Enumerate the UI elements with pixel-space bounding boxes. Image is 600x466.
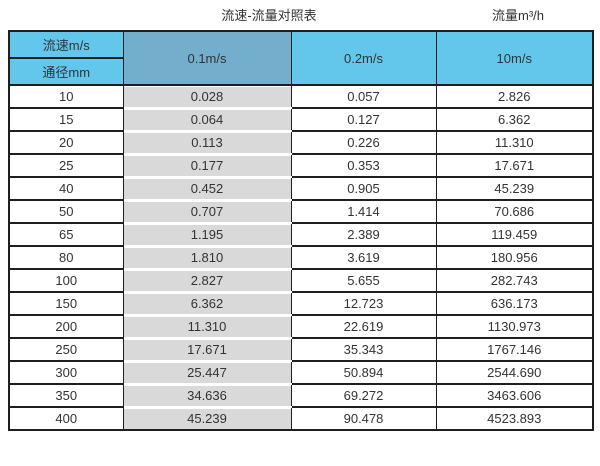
flow-value-cell: 180.956 <box>435 245 594 270</box>
flow-value-cell: 3.619 <box>290 245 437 270</box>
flow-value-cell: 636.173 <box>435 291 594 316</box>
table-row: 15 0.064 0.127 6.362 <box>8 107 594 132</box>
diameter-cell: 400 <box>8 406 124 431</box>
flow-value-cell: 0.353 <box>290 153 437 178</box>
flow-value-cell: 2.827 <box>122 268 292 293</box>
diameter-cell: 250 <box>8 337 124 362</box>
table-row: 100 2.827 5.655 282.743 <box>8 268 594 293</box>
diameter-cell: 300 <box>8 360 124 385</box>
table-row: 65 1.195 2.389 119.459 <box>8 222 594 247</box>
table-body: 10 0.028 0.057 2.826 15 0.064 0.127 6.36… <box>8 84 594 431</box>
diameter-cell: 15 <box>8 107 124 132</box>
table-row: 10 0.028 0.057 2.826 <box>8 84 594 109</box>
flow-value-cell: 50.894 <box>290 360 437 385</box>
table-row: 150 6.362 12.723 636.173 <box>8 291 594 316</box>
flow-value-cell: 22.619 <box>290 314 437 339</box>
header-diameter-label: 通径mm <box>8 57 124 86</box>
flow-value-cell: 4523.893 <box>435 406 594 431</box>
flow-value-cell: 5.655 <box>290 268 437 293</box>
diameter-cell: 10 <box>8 84 124 109</box>
flow-value-cell: 1767.146 <box>435 337 594 362</box>
table-row: 200 11.310 22.619 1130.973 <box>8 314 594 339</box>
flow-value-cell: 1.414 <box>290 199 437 224</box>
flow-value-cell: 69.272 <box>290 383 437 408</box>
title-bar: 流速-流量对照表 流量m³/h <box>0 0 600 30</box>
flow-value-cell: 0.028 <box>122 84 292 109</box>
flow-value-cell: 70.686 <box>435 199 594 224</box>
flow-value-cell: 25.447 <box>122 360 292 385</box>
header-column-0p1ms: 0.1m/s <box>122 30 292 86</box>
table-row: 400 45.239 90.478 4523.893 <box>8 406 594 431</box>
header-column-0p2ms: 0.2m/s <box>290 30 437 86</box>
flow-value-cell: 11.310 <box>435 130 594 155</box>
flow-rate-table: 流速m/s 0.1m/s 0.2m/s 10m/s 通径mm 10 0.028 … <box>8 30 594 431</box>
flow-value-cell: 17.671 <box>122 337 292 362</box>
flow-value-cell: 2.389 <box>290 222 437 247</box>
header-velocity-label: 流速m/s <box>8 30 124 59</box>
flow-value-cell: 34.636 <box>122 383 292 408</box>
flow-value-cell: 0.113 <box>122 130 292 155</box>
flow-value-cell: 35.343 <box>290 337 437 362</box>
flow-value-cell: 2544.690 <box>435 360 594 385</box>
flow-value-cell: 45.239 <box>435 176 594 201</box>
flow-value-cell: 0.064 <box>122 107 292 132</box>
flow-value-cell: 0.127 <box>290 107 437 132</box>
table-row: 250 17.671 35.343 1767.146 <box>8 337 594 362</box>
flow-value-cell: 45.239 <box>122 406 292 431</box>
flow-value-cell: 119.459 <box>435 222 594 247</box>
flow-value-cell: 12.723 <box>290 291 437 316</box>
table-row: 40 0.452 0.905 45.239 <box>8 176 594 201</box>
flow-value-cell: 1.195 <box>122 222 292 247</box>
diameter-cell: 80 <box>8 245 124 270</box>
header-column-10ms: 10m/s <box>435 30 594 86</box>
flow-value-cell: 0.707 <box>122 199 292 224</box>
flow-value-cell: 17.671 <box>435 153 594 178</box>
diameter-cell: 50 <box>8 199 124 224</box>
flow-value-cell: 6.362 <box>122 291 292 316</box>
flow-value-cell: 2.826 <box>435 84 594 109</box>
table-row: 50 0.707 1.414 70.686 <box>8 199 594 224</box>
flow-value-cell: 0.226 <box>290 130 437 155</box>
diameter-cell: 150 <box>8 291 124 316</box>
flow-value-cell: 0.057 <box>290 84 437 109</box>
diameter-cell: 100 <box>8 268 124 293</box>
table-row: 350 34.636 69.272 3463.606 <box>8 383 594 408</box>
flow-value-cell: 90.478 <box>290 406 437 431</box>
flow-value-cell: 1.810 <box>122 245 292 270</box>
table-row: 300 25.447 50.894 2544.690 <box>8 360 594 385</box>
flow-unit-label: 流量m³/h <box>491 8 545 23</box>
diameter-cell: 40 <box>8 176 124 201</box>
flow-value-cell: 0.452 <box>122 176 292 201</box>
flow-value-cell: 3463.606 <box>435 383 594 408</box>
flow-value-cell: 0.905 <box>290 176 437 201</box>
flow-value-cell: 282.743 <box>435 268 594 293</box>
table-title: 流速-流量对照表 <box>221 8 317 23</box>
diameter-cell: 25 <box>8 153 124 178</box>
table-row: 20 0.113 0.226 11.310 <box>8 130 594 155</box>
table-row: 25 0.177 0.353 17.671 <box>8 153 594 178</box>
table-row: 80 1.810 3.619 180.956 <box>8 245 594 270</box>
diameter-cell: 20 <box>8 130 124 155</box>
flow-value-cell: 1130.973 <box>435 314 594 339</box>
diameter-cell: 200 <box>8 314 124 339</box>
flow-value-cell: 6.362 <box>435 107 594 132</box>
flow-value-cell: 0.177 <box>122 153 292 178</box>
diameter-cell: 350 <box>8 383 124 408</box>
flow-value-cell: 11.310 <box>122 314 292 339</box>
diameter-cell: 65 <box>8 222 124 247</box>
